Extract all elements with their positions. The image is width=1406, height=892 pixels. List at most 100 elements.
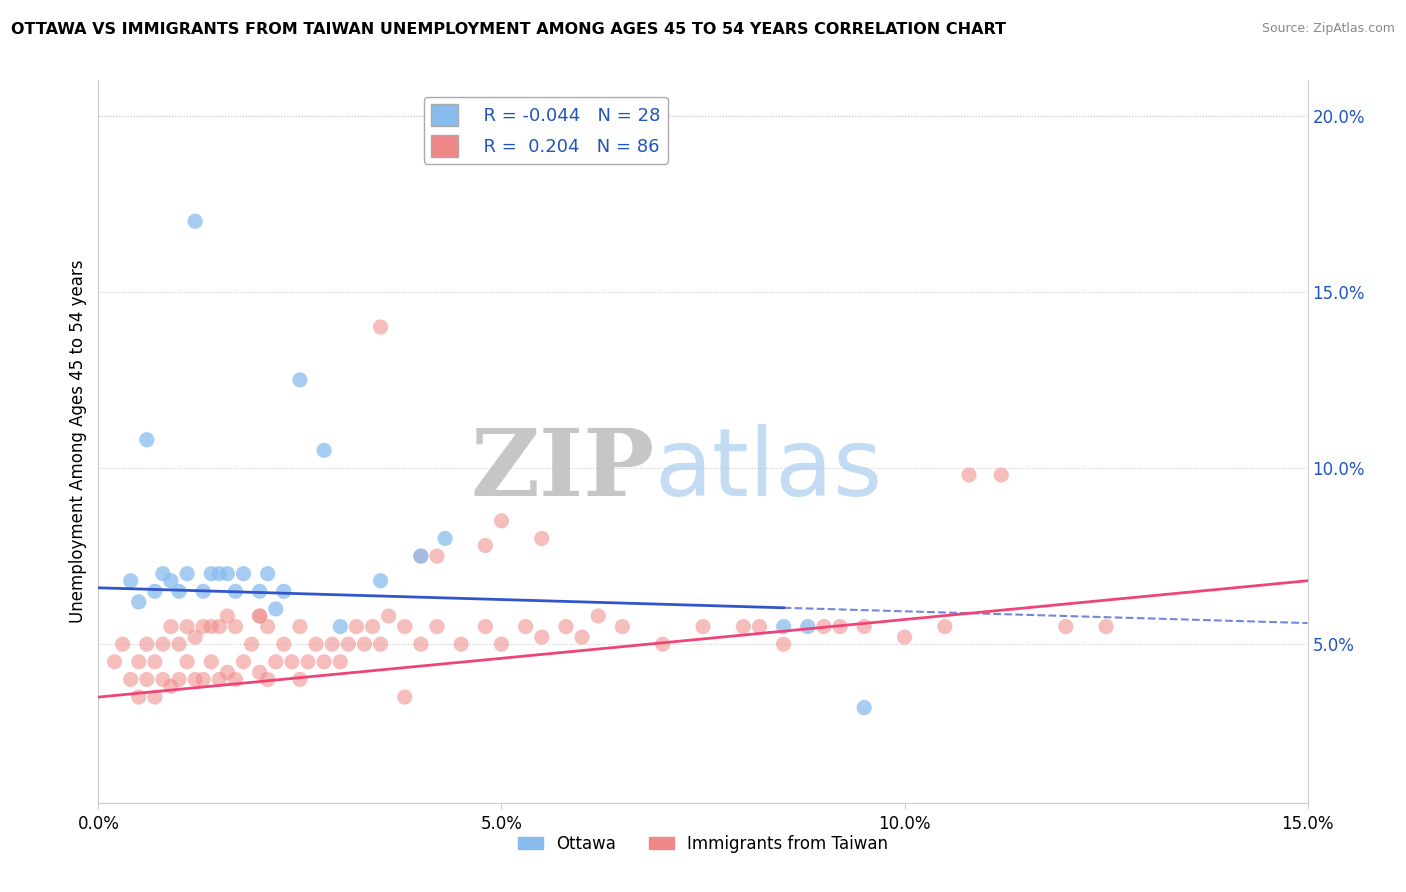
Point xyxy=(135,637,157,651)
Point xyxy=(370,637,392,651)
Point xyxy=(232,566,254,581)
Point xyxy=(160,680,183,694)
Point xyxy=(748,619,770,633)
Point xyxy=(281,655,304,669)
Point xyxy=(249,609,271,624)
Point xyxy=(772,619,794,633)
Point xyxy=(370,320,392,334)
Point xyxy=(160,574,183,588)
Point xyxy=(361,619,384,633)
Point xyxy=(224,673,246,687)
Point xyxy=(111,637,134,651)
Point xyxy=(337,637,360,651)
Point xyxy=(813,619,835,633)
Point xyxy=(217,566,239,581)
Point xyxy=(450,637,472,651)
Point xyxy=(571,630,593,644)
Text: atlas: atlas xyxy=(655,425,883,516)
Point xyxy=(256,619,278,633)
Point xyxy=(200,566,222,581)
Point xyxy=(353,637,375,651)
Point xyxy=(344,619,367,633)
Point xyxy=(797,619,820,633)
Text: ZIP: ZIP xyxy=(471,425,655,516)
Point xyxy=(692,619,714,633)
Point xyxy=(167,637,190,651)
Point xyxy=(184,630,207,644)
Point xyxy=(321,637,343,651)
Point xyxy=(167,673,190,687)
Point xyxy=(273,584,295,599)
Point xyxy=(491,514,513,528)
Point xyxy=(200,619,222,633)
Point xyxy=(434,532,457,546)
Point xyxy=(651,637,673,651)
Point xyxy=(530,532,553,546)
Point xyxy=(426,549,449,563)
Point xyxy=(135,673,157,687)
Point xyxy=(128,595,150,609)
Point xyxy=(530,630,553,644)
Point xyxy=(853,619,876,633)
Point xyxy=(200,655,222,669)
Point xyxy=(853,700,876,714)
Point xyxy=(224,584,246,599)
Point xyxy=(143,584,166,599)
Point xyxy=(288,373,311,387)
Point xyxy=(491,637,513,651)
Point xyxy=(176,619,198,633)
Point xyxy=(249,584,271,599)
Point xyxy=(555,619,578,633)
Point xyxy=(957,468,980,483)
Point xyxy=(193,584,215,599)
Point xyxy=(264,602,287,616)
Point xyxy=(394,690,416,704)
Point xyxy=(143,655,166,669)
Point xyxy=(288,619,311,633)
Point xyxy=(184,673,207,687)
Point xyxy=(143,690,166,704)
Point xyxy=(176,655,198,669)
Point xyxy=(152,566,174,581)
Point xyxy=(160,619,183,633)
Point xyxy=(249,609,271,624)
Point xyxy=(240,637,263,651)
Point xyxy=(103,655,125,669)
Point xyxy=(152,637,174,651)
Point xyxy=(314,655,336,669)
Point xyxy=(232,655,254,669)
Point xyxy=(167,584,190,599)
Point xyxy=(1054,619,1077,633)
Point xyxy=(474,619,496,633)
Point xyxy=(426,619,449,633)
Point xyxy=(217,665,239,680)
Point xyxy=(314,443,336,458)
Point xyxy=(208,566,231,581)
Point xyxy=(256,566,278,581)
Point xyxy=(772,637,794,651)
Point xyxy=(586,609,609,624)
Point xyxy=(329,655,352,669)
Point xyxy=(120,574,142,588)
Point xyxy=(152,673,174,687)
Point xyxy=(184,214,207,228)
Point xyxy=(224,619,246,633)
Point xyxy=(377,609,399,624)
Point xyxy=(176,566,198,581)
Text: Source: ZipAtlas.com: Source: ZipAtlas.com xyxy=(1261,22,1395,36)
Point xyxy=(249,665,271,680)
Point xyxy=(409,637,432,651)
Point xyxy=(193,673,215,687)
Point xyxy=(297,655,319,669)
Point xyxy=(120,673,142,687)
Point xyxy=(474,539,496,553)
Point xyxy=(135,433,157,447)
Point xyxy=(934,619,956,633)
Point xyxy=(329,619,352,633)
Point xyxy=(208,673,231,687)
Point xyxy=(208,619,231,633)
Point xyxy=(515,619,537,633)
Point xyxy=(370,574,392,588)
Point xyxy=(273,637,295,651)
Point xyxy=(409,549,432,563)
